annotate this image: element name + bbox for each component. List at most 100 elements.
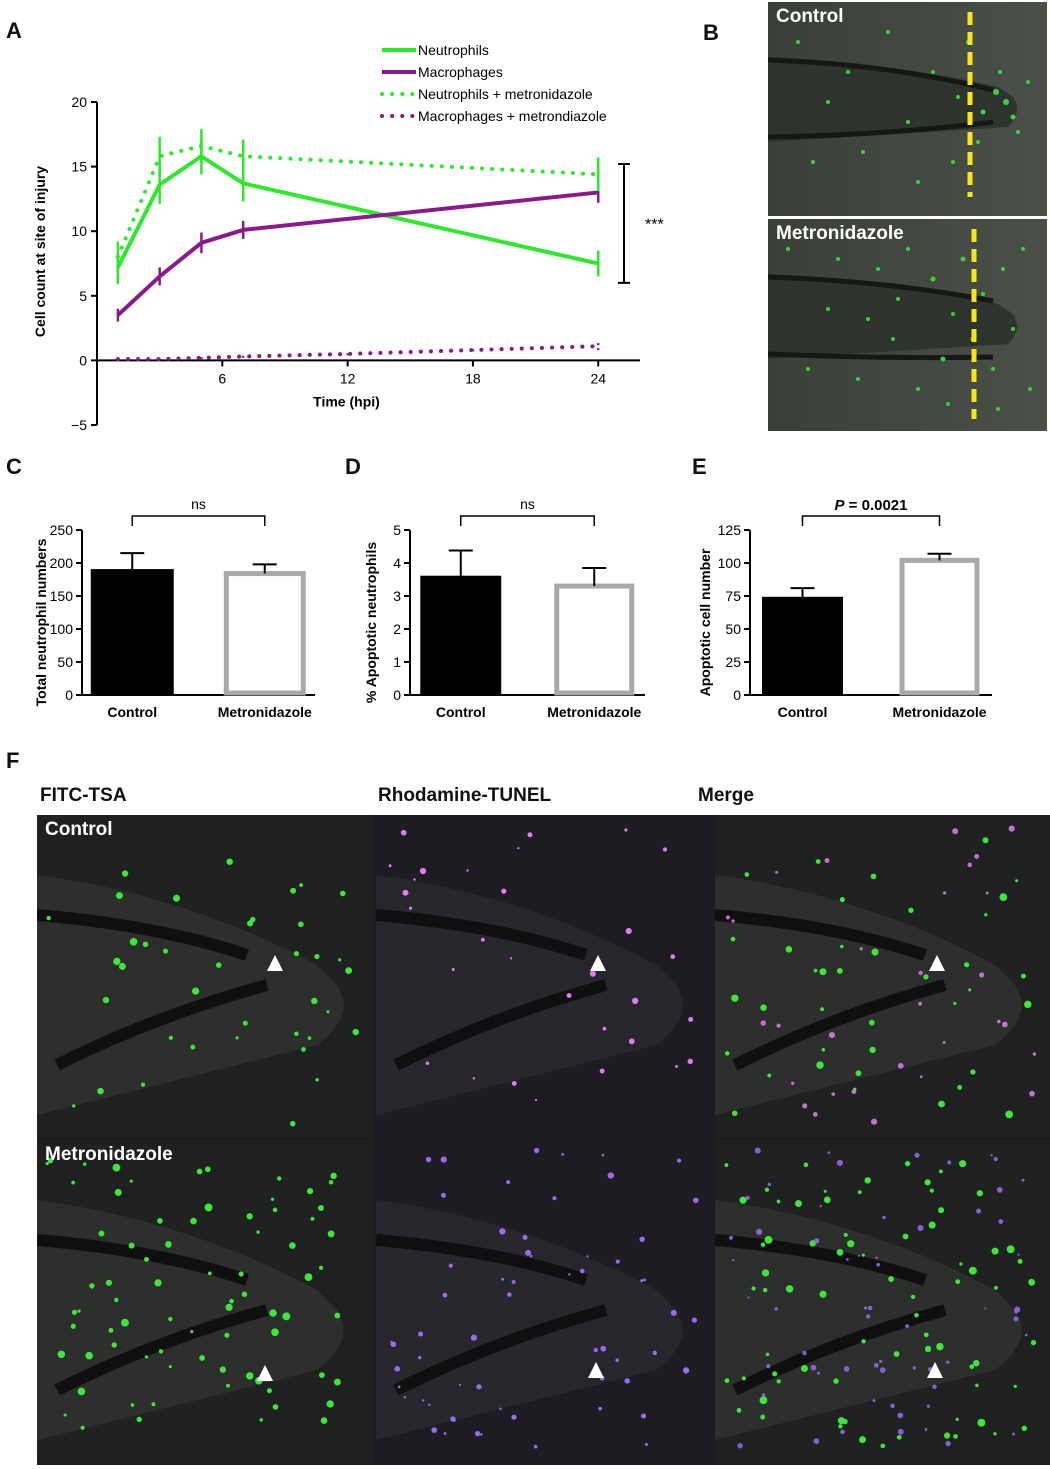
- c-bar-metronidazole: [223, 571, 306, 696]
- notochord-band: [732, 979, 947, 1071]
- neutrophil-dot: [318, 1265, 324, 1270]
- neutrophil-dot: [82, 1162, 87, 1166]
- neutrophil-dot: [158, 1349, 164, 1354]
- tunel-dot: [568, 1273, 571, 1276]
- a-y-tick-label: 0: [79, 352, 87, 368]
- neutrophil-dot: [800, 1365, 808, 1373]
- micrograph-b-metronidazole-label: Metronidazole: [776, 223, 904, 244]
- tunel-dot: [990, 1154, 993, 1157]
- tissue: [37, 875, 344, 1115]
- panel-letter-a: A: [6, 18, 22, 43]
- notochord-band: [376, 1234, 588, 1286]
- tunel-dot: [517, 847, 520, 850]
- tunel-dot: [942, 891, 947, 895]
- tunel-dot: [443, 1432, 447, 1435]
- neutrophil-dot: [46, 915, 51, 921]
- d-significance-label: ns: [520, 496, 535, 512]
- neutrophil-dot: [902, 1233, 909, 1240]
- neutrophil-dot: [994, 1285, 998, 1290]
- neutrophil-dot: [953, 1434, 958, 1439]
- neutrophil-dot: [272, 1404, 279, 1410]
- tunel-dot: [425, 1156, 432, 1163]
- neutrophil-dot: [923, 974, 929, 980]
- tunel-dot: [403, 1396, 406, 1399]
- panel-f-image-metronidazole-0: Metronidazole: [37, 1140, 374, 1463]
- neutrophil-dot: [1015, 879, 1019, 883]
- neutrophil-dot: [310, 1216, 315, 1221]
- a-y-tick-label: 15: [71, 159, 87, 175]
- notochord-band: [37, 909, 249, 961]
- tunel-dot: [413, 878, 416, 881]
- neutrophil-dot: [815, 859, 821, 864]
- tunel-dot: [388, 864, 392, 868]
- neutrophil-dot: [333, 1378, 341, 1386]
- tunel-dot: [589, 970, 596, 977]
- neutrophil-dot: [938, 1169, 943, 1174]
- neutrophil-dot: [893, 1351, 900, 1357]
- neutrophil-dot: [821, 1048, 826, 1052]
- tunel-dot: [527, 832, 533, 838]
- tunel-dot: [872, 1399, 876, 1403]
- tunel-dot: [732, 1259, 735, 1262]
- tunel-dot: [776, 1023, 781, 1028]
- d-y-tick-label: 5: [393, 522, 401, 538]
- chart-e-apoptotic-cells: 125 100 75 50 25 0 Apoptotic cell number Contro…: [697, 497, 992, 720]
- tunel-dot: [747, 1296, 750, 1299]
- notochord-band: [715, 1234, 927, 1286]
- neutrophil-dot: [319, 1372, 325, 1378]
- tissue: [376, 875, 683, 1115]
- tunel-dot: [882, 1215, 886, 1220]
- panel-f-image-content: [715, 1147, 1037, 1449]
- arrowhead-marker: [927, 1362, 943, 1378]
- tunel-dot: [533, 1147, 540, 1154]
- a-series-0: [116, 138, 600, 285]
- neutrophil-dot: [154, 1279, 162, 1287]
- tunel-dot: [511, 1414, 517, 1420]
- tunel-dot: [836, 1159, 843, 1167]
- neutrophil-dot: [840, 944, 844, 949]
- neutrophil-dot: [785, 945, 793, 953]
- c-y-tick-label: 250: [50, 522, 74, 538]
- neutrophil-dot: [861, 1339, 866, 1344]
- neutrophil-dot: [776, 1199, 781, 1204]
- neutrophil-dot: [839, 896, 845, 903]
- neutrophil-dot: [968, 988, 972, 992]
- tunel-dot: [817, 1371, 820, 1375]
- neutrophil-dot: [317, 1205, 324, 1212]
- chart-a-time-course: 20 15 10 5 0 −5 6 12 18 24 Time (hpi) Cell count at…: [32, 42, 664, 433]
- neutrophil-dot: [764, 1187, 770, 1192]
- tunel-dot: [865, 1314, 871, 1319]
- tunel-dot: [682, 1367, 690, 1374]
- neutrophil-dot: [199, 1355, 205, 1361]
- tunel-dot: [418, 1355, 422, 1360]
- neutrophil-dot: [144, 1355, 149, 1359]
- neutrophil-dot: [836, 1248, 844, 1256]
- panel-f-image-control-1: [376, 815, 713, 1138]
- tunel-dot: [509, 957, 513, 960]
- neutrophil-dot: [767, 1073, 772, 1078]
- neutrophil-dot: [764, 1235, 773, 1244]
- c-significance-label: ns: [191, 496, 206, 512]
- neutrophil-dot: [857, 1190, 862, 1195]
- tunel-dot: [767, 1182, 771, 1187]
- micrograph-b-control-label: Control: [776, 6, 844, 27]
- d-category-label: Metronidazole: [547, 704, 641, 720]
- tunel-dot: [501, 1277, 504, 1281]
- tunel-dot: [615, 1259, 620, 1264]
- neutrophil-dot: [731, 1110, 738, 1117]
- neutrophil-dot: [115, 892, 123, 900]
- tunel-dot: [918, 970, 923, 976]
- tunel-dot: [691, 1317, 698, 1323]
- neutrophil-dot: [204, 1166, 211, 1173]
- tunel-dot: [507, 1292, 512, 1297]
- a-series-2: [115, 129, 601, 273]
- neutrophil-dot: [864, 1177, 871, 1184]
- neutrophil-dot: [102, 996, 110, 1004]
- neutrophil-dot: [289, 1242, 296, 1249]
- neutrophil-dot: [739, 1196, 747, 1204]
- neutrophil-dot: [151, 1402, 156, 1407]
- neutrophil-dot: [306, 1187, 314, 1195]
- neutrophil-dot: [98, 1230, 105, 1237]
- neutrophil-dot: [724, 1378, 730, 1384]
- neutrophil-dot: [816, 1061, 824, 1069]
